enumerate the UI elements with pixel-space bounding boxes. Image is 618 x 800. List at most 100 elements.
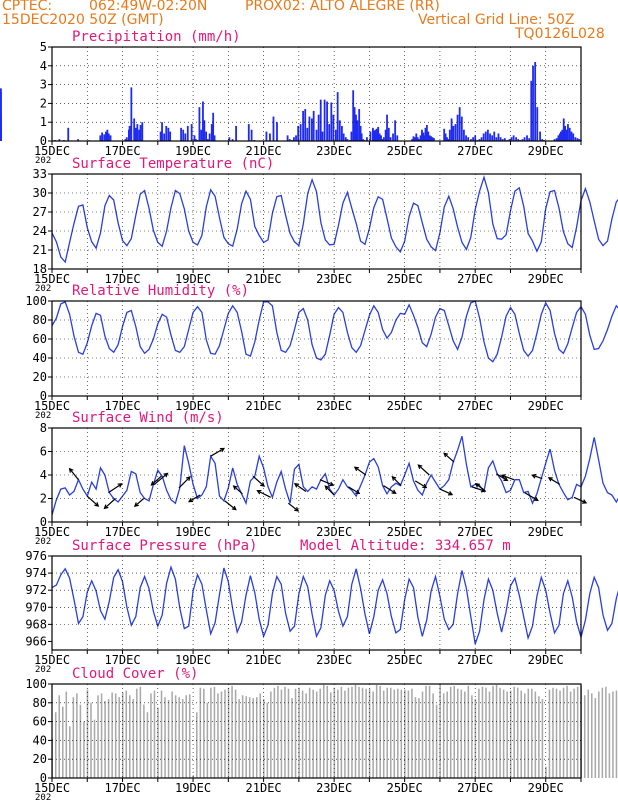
precip-bar — [480, 137, 483, 141]
precip-bar — [133, 118, 136, 141]
x-tick-label: 29DEC — [528, 144, 564, 158]
x-tick-label: 27DEC — [457, 525, 493, 539]
precip-bar — [200, 129, 203, 141]
x-tick-label: 29DEC — [528, 653, 564, 667]
precip-bar — [180, 127, 182, 141]
wind-arrow — [347, 486, 360, 494]
cloud-bar — [238, 699, 240, 778]
cloud-bar — [150, 693, 152, 778]
precip-bar — [358, 109, 361, 141]
precip-bar — [372, 127, 374, 141]
x-tick-label: 29DEC — [528, 272, 564, 286]
wind-arrow-head — [117, 483, 123, 488]
x-tick-label: 21DEC — [246, 781, 282, 795]
cloud-bar — [591, 693, 593, 778]
precip-bar — [458, 107, 461, 141]
precip-bar — [194, 139, 197, 141]
precip-bar — [302, 110, 304, 141]
wind-arrow — [319, 479, 334, 486]
cloud-bar — [453, 685, 456, 778]
wind-arrow-head — [68, 467, 74, 473]
precip-bar — [427, 131, 430, 141]
y-tick-label: 0 — [40, 134, 47, 148]
precip-bar — [460, 116, 463, 141]
cloud-bar — [516, 687, 519, 778]
cloud-bar — [252, 698, 254, 778]
precip-bar — [378, 133, 381, 141]
precip-bar — [0, 88, 2, 141]
precip-bar — [534, 62, 537, 141]
precip-bar — [125, 137, 128, 141]
precip-bar — [344, 137, 347, 141]
precip-bar — [193, 135, 196, 141]
precip-bar — [421, 129, 423, 141]
precip-bar — [484, 131, 487, 141]
x-tick-year-hint: 202 — [35, 284, 51, 294]
precip-bar — [308, 116, 311, 141]
cloud-bar — [432, 693, 434, 778]
y-tick-label: 60 — [33, 715, 47, 729]
cloud-bar — [499, 687, 501, 778]
cloud-bar — [72, 697, 75, 778]
precip-bar — [443, 128, 446, 141]
wind-arrow-head — [391, 489, 397, 494]
x-tick-label: 17DEC — [104, 525, 140, 539]
cloud-bar — [171, 691, 173, 778]
precip-bar — [447, 139, 450, 141]
wind-arrow — [501, 474, 515, 481]
precip-bar — [430, 136, 433, 141]
panel-title: Surface Temperature (nC) — [72, 156, 274, 172]
wind-arrow — [108, 483, 122, 494]
wind-arrow — [439, 488, 453, 496]
cloud-bar — [467, 685, 470, 778]
precip-bar — [489, 133, 491, 141]
precip-bar — [99, 135, 102, 141]
x-tick-label: 23DEC — [316, 272, 352, 286]
wind-arrow-head — [94, 502, 100, 507]
wind-arrow — [188, 494, 201, 503]
cloud-bar — [534, 691, 537, 778]
x-tick-label: 27DEC — [457, 272, 493, 286]
precip-bar — [528, 138, 531, 141]
header-station: PROX02: ALTO ALEGRE (RR) — [245, 0, 440, 14]
y-tick-label: 2 — [40, 96, 47, 110]
cloud-bar — [601, 687, 604, 778]
cloud-bar — [213, 686, 216, 778]
y-tick-label: 1 — [40, 115, 47, 129]
precip-bar — [555, 138, 558, 141]
precip-bar — [338, 120, 341, 141]
precip-bar — [210, 124, 213, 141]
precip-bar — [288, 139, 291, 141]
precip-bar — [526, 135, 528, 141]
precip-bar — [231, 139, 234, 141]
panel-2 — [48, 173, 618, 273]
cloud-bar — [118, 697, 120, 778]
precip-bar — [574, 137, 577, 141]
cloud-bar — [62, 706, 64, 778]
wind-arrow-head — [353, 466, 359, 472]
precip-bar — [321, 131, 324, 141]
cloud-bar — [375, 684, 378, 778]
x-tick-year-hint: 202 — [35, 793, 51, 800]
cloud-bar — [255, 697, 258, 778]
wind-arrow-head — [582, 499, 588, 504]
cloud-bar — [114, 693, 117, 778]
cloud-bar — [442, 693, 445, 778]
y-tick-label: 18 — [33, 262, 47, 276]
precip-bar — [205, 131, 208, 141]
y-tick-label: 0 — [40, 771, 47, 785]
cloud-bar — [492, 685, 494, 778]
cloud-bar — [446, 691, 448, 778]
cloud-bar — [608, 693, 611, 778]
wind-arrow — [443, 452, 455, 463]
cloud-bar — [322, 684, 325, 778]
y-tick-label: 8 — [40, 421, 47, 435]
wind-arrow — [548, 477, 561, 485]
precip-bar — [530, 80, 533, 141]
panel-1 — [0, 46, 582, 145]
precip-bar — [77, 139, 79, 141]
precip-bar — [336, 92, 339, 141]
wind-arrow-head — [443, 452, 449, 458]
precip-bar — [491, 135, 494, 141]
x-tick-label: 21DEC — [246, 525, 282, 539]
